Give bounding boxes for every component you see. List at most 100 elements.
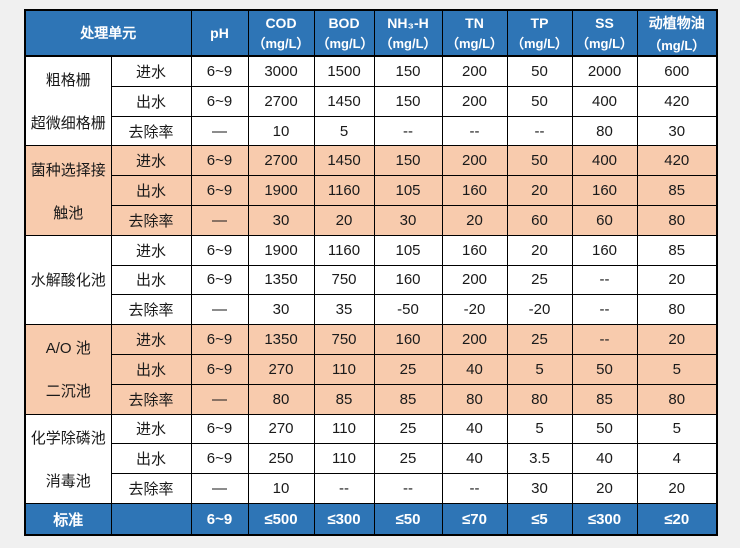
table-cell: 250 [247,443,315,475]
row-label: 进水 [110,413,192,445]
table-cell: 85 [313,383,375,415]
table-cell: 5 [313,115,375,147]
footer-standard-cell: ≤300 [571,503,638,536]
footer-standard-cell: 6~9 [190,503,249,536]
row-label: 去除率 [110,294,192,326]
table-cell: 6~9 [190,85,249,117]
table-cell: 80 [636,205,718,236]
table-cell: 160 [373,264,443,296]
table-row: 出水 6~9 250 110 25 40 3.5 40 4 [25,443,718,475]
table-cell: -50 [373,294,443,326]
table-cell: 160 [571,175,638,206]
table-cell: 150 [373,145,443,177]
table-row: 菌种选择接 触池 进水 6~9 2700 1450 150 200 50 400 420 [24,145,718,236]
header-col-name: COD [265,14,297,31]
unit-name-wrap: A/O 池二沉池 [28,326,109,412]
table-cell: 160 [571,234,638,266]
table-cell: 50 [506,145,573,177]
table-cell: 30 [247,294,315,326]
table-row: 去除率 —30 20 30 20 60 60 80 [25,205,718,236]
table-cell: 6~9 [190,413,249,445]
unit-name-wrap: 粗格栅 超微细格栅 [28,58,109,144]
table-cell: 25 [373,353,443,385]
unit-name-line: 粗格栅 [45,72,91,90]
table-cell: 160 [441,234,508,266]
row-label: 出水 [110,353,192,385]
header-col-name: NH₃-H [387,14,429,31]
table-cell: — [190,473,249,504]
header-col-unit: （mg/L） [316,35,374,51]
table-cell: — [190,383,249,415]
table-cell: 750 [313,264,375,296]
table-cell: 110 [313,443,375,475]
table-cell: 30 [506,473,573,504]
footer-standard-cell: ≤70 [441,503,508,536]
unit-name-wrap: 菌种选择接 触池 [28,148,109,234]
table-cell: 5 [636,353,718,385]
table-row: 粗格栅 超微细格栅 进水 6~9 3000 1500 150 200 50 2000 600 [24,55,718,147]
header-col-name: TN [465,14,484,31]
table-cell: 25 [506,324,573,355]
footer-standard-cell: ≤5 [506,503,573,536]
table-cell: 1900 [247,234,315,266]
header-col-name: 动植物油 [648,14,705,31]
table-cell: -- [571,324,638,355]
table-cell: -- [313,473,375,504]
table-cell: 20 [636,264,718,296]
row-label: 出水 [110,175,192,206]
row-label: 出水 [110,264,192,296]
unit-name-line: 消毒池 [45,472,91,490]
table-cell: 30 [373,205,443,236]
unit-cell: 菌种选择接 触池 [24,145,112,236]
table-cell: 160 [441,175,508,206]
table-row: 去除率 —10 -- -- -- 30 20 20 [25,473,718,504]
table-cell: 80 [571,115,638,147]
table-row: 水解酸化池 进水 6~9 1900 1160 105 160 20 160 85 [24,234,718,326]
table-cell: -- [441,473,508,504]
header-col-unit: （mg/L） [252,35,310,51]
table-cell: 150 [373,85,443,117]
row-label: 去除率 [110,473,192,504]
table-cell: 20 [506,234,573,266]
table-row: 出水 6~9 2700 1450 150 200 50 400 420 [25,85,718,117]
table-cell: 50 [506,55,573,87]
table-cell: 750 [313,324,375,355]
header-row: 处理单元 pH COD （mg/L） BOD （mg/L） NH₃-H （mg/L） TN （mg… [24,9,718,57]
table-cell: 1900 [247,175,315,206]
treatment-results-table: 处理单元 pH COD （mg/L） BOD （mg/L） NH₃-H （mg/L） TN （mg… [24,9,718,536]
header-col-unit: （mg/L） [648,37,706,53]
table-cell: 6~9 [190,234,249,266]
header-col-tp: TP （mg/L） [506,9,573,57]
header-col-name: BOD [328,14,360,31]
table-cell: 200 [441,264,508,296]
unit-cell: A/O 池二沉池 [24,324,112,415]
table-cell: 80 [441,383,508,415]
footer-empty-cell [110,503,192,536]
table-cell: 2000 [571,55,638,87]
table-cell: 80 [506,383,573,415]
table-row: A/O 池二沉池 进水 6~9 1350 750 160 200 25 -- 20 [24,324,718,415]
table-cell: 200 [441,145,508,177]
table-cell: -- [441,115,508,147]
row-label: 出水 [110,443,192,475]
table-cell: 3000 [247,55,315,87]
table-cell: 150 [373,55,443,87]
table-cell: 6~9 [190,145,249,177]
table-cell: 105 [373,234,443,266]
table-cell: 6~9 [190,55,249,87]
table-cell: 400 [571,85,638,117]
table-row: 化学除磷池 消毒池 进水 6~9 270 110 25 40 5 50 5 [24,413,718,505]
table-cell: 5 [506,353,573,385]
header-col-name: TP [530,14,549,31]
header-col-name: pH [210,25,229,41]
table-cell: 270 [247,353,315,385]
table-cell: 1350 [247,324,315,355]
table-cell: 110 [313,413,375,445]
table-cell: 85 [373,383,443,415]
table-cell: 85 [636,234,718,266]
table-cell: -- [373,115,443,147]
table-row: 去除率 —30 35 -50 -20 -20 -- 80 [25,294,718,326]
header-col-ph: pH [190,9,249,57]
table-cell: 1350 [247,264,315,296]
table-cell: 20 [636,473,718,504]
